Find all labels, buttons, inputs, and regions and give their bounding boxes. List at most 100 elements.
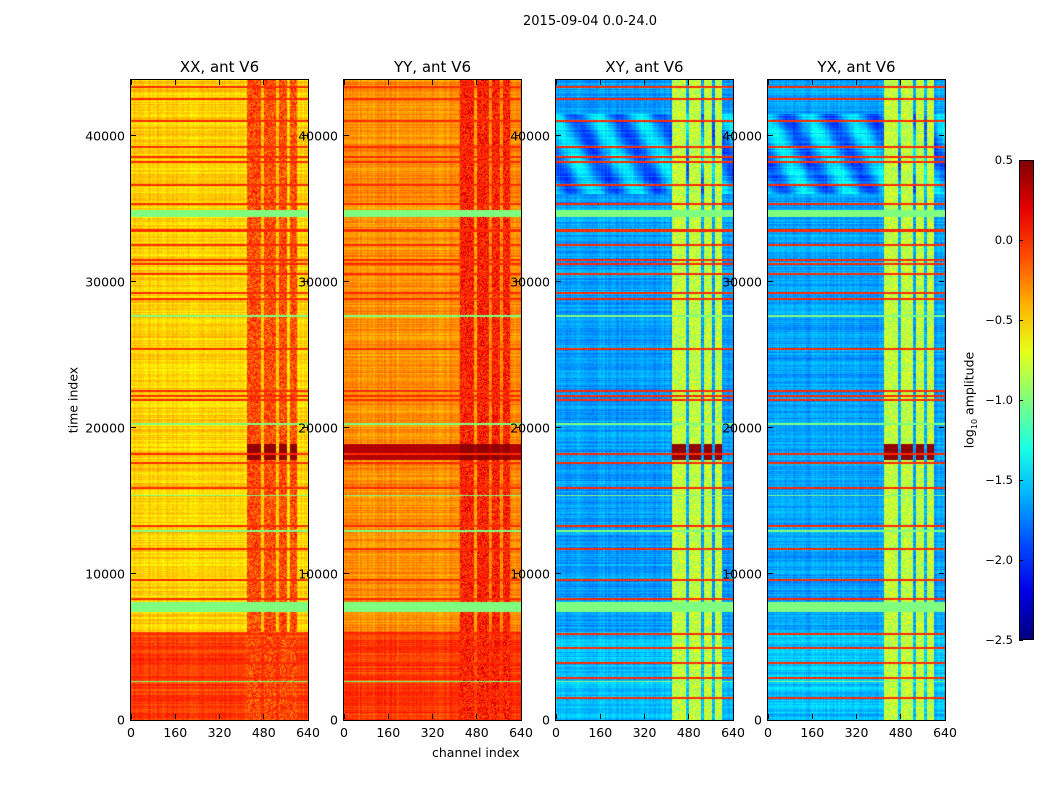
colorbar-label: log10 amplitude — [961, 352, 979, 448]
y-tick-mark — [556, 719, 561, 721]
x-tick-mark — [219, 714, 220, 719]
axes-frame — [767, 79, 946, 721]
x-tick-mark — [555, 714, 557, 719]
x-tick-mark — [856, 714, 857, 719]
y-tick-label: 30000 — [85, 274, 125, 290]
colorbar-tick-label: −2.5 — [985, 633, 1013, 647]
colorbar-tick-mark — [1019, 639, 1023, 641]
y-tick-label: 30000 — [510, 274, 550, 290]
heatmap-panel-1: YY, ant V6 0 160 320 480 640 0 10000 20000 30000 4… — [298, 58, 533, 740]
y-tick-label: 30000 — [298, 274, 338, 290]
x-tick-mark — [900, 80, 902, 85]
heatmap-image — [131, 80, 308, 720]
y-tick-label: 20000 — [85, 420, 125, 436]
x-tick-mark — [732, 714, 734, 719]
x-tick-mark — [811, 714, 813, 719]
heatmap-image — [344, 80, 521, 720]
colorbar-tick-mark — [1019, 479, 1023, 481]
y-tick-label: 0 — [117, 712, 125, 728]
y-tick-mark — [727, 573, 732, 575]
y-tick-mark — [302, 573, 307, 575]
y-tick-label: 10000 — [298, 566, 338, 582]
y-tick-label: 10000 — [722, 566, 762, 582]
x-tick-mark — [263, 714, 265, 719]
x-tick-label: 480 — [888, 725, 913, 740]
y-tick-mark — [768, 427, 773, 429]
y-tick-mark — [556, 135, 561, 137]
x-tick-mark — [432, 714, 433, 719]
panel-title: XY, ant V6 — [605, 58, 684, 76]
y-tick-mark — [131, 135, 136, 137]
x-tick-mark — [130, 714, 132, 719]
x-tick-mark — [599, 80, 601, 85]
colorbar-tick-mark — [1019, 319, 1023, 321]
colorbar-label-rest: amplitude — [961, 351, 977, 419]
x-tick-mark — [130, 80, 132, 85]
x-tick-label: 0 — [127, 725, 135, 740]
axes-frame — [343, 79, 522, 721]
x-tick-mark — [688, 714, 690, 719]
y-tick-mark — [727, 135, 732, 137]
x-tick-mark — [387, 714, 389, 719]
heatmap-image — [556, 80, 733, 720]
x-axis-label: channel index — [432, 745, 520, 760]
x-tick-label: 640 — [296, 725, 320, 740]
x-tick-mark — [644, 80, 645, 85]
x-tick-mark — [263, 80, 265, 85]
y-tick-mark — [768, 719, 773, 721]
y-tick-mark — [727, 427, 732, 429]
y-tick-mark — [768, 135, 773, 137]
x-tick-mark — [476, 80, 478, 85]
x-tick-label: 640 — [933, 725, 957, 740]
x-tick-mark — [811, 80, 813, 85]
x-tick-mark — [555, 80, 557, 85]
heatmap-panel-2: XY, ant V6 0 160 320 480 640 0 10000 20000 30000 4… — [510, 58, 745, 740]
x-tick-label: 0 — [340, 725, 348, 740]
y-axis-label: time index — [65, 366, 81, 434]
y-tick-mark — [302, 427, 307, 429]
y-tick-label: 10000 — [85, 566, 125, 582]
x-tick-label: 320 — [207, 725, 232, 740]
x-tick-label: 160 — [376, 725, 401, 740]
x-tick-label: 480 — [251, 725, 276, 740]
y-tick-mark — [768, 573, 773, 575]
y-tick-label: 20000 — [722, 420, 762, 436]
x-tick-mark — [767, 714, 769, 719]
heatmap-panel-3: YX, ant V6 0 160 320 480 640 0 10000 20000 30000 4… — [722, 58, 957, 740]
y-tick-label: 20000 — [298, 420, 338, 436]
y-tick-mark — [515, 573, 520, 575]
y-tick-label: 40000 — [298, 128, 338, 144]
x-tick-mark — [944, 80, 946, 85]
y-tick-mark — [344, 573, 349, 575]
y-tick-label: 0 — [754, 712, 762, 728]
x-tick-mark — [432, 80, 433, 85]
axes-frame — [130, 79, 309, 721]
x-tick-mark — [174, 714, 176, 719]
x-tick-label: 480 — [676, 725, 701, 740]
x-tick-mark — [387, 80, 389, 85]
y-tick-mark — [939, 281, 944, 283]
x-tick-mark — [174, 80, 176, 85]
colorbar-tick-mark — [1019, 559, 1023, 561]
y-tick-mark — [515, 135, 520, 137]
x-tick-label: 160 — [588, 725, 613, 740]
axes-frame — [555, 79, 734, 721]
x-tick-mark — [307, 714, 309, 719]
panel-title: XX, ant V6 — [179, 58, 260, 76]
x-tick-label: 480 — [464, 725, 489, 740]
heatmap-image — [768, 80, 945, 720]
x-tick-mark — [343, 714, 345, 719]
y-tick-mark — [344, 427, 349, 429]
figure-title: 2015-09-04 0.0-24.0 — [523, 14, 657, 29]
y-tick-mark — [302, 281, 307, 283]
y-tick-mark — [727, 719, 732, 721]
x-tick-label: 0 — [552, 725, 560, 740]
x-tick-label: 320 — [844, 725, 869, 740]
x-tick-mark — [644, 714, 645, 719]
x-tick-mark — [767, 80, 769, 85]
y-tick-mark — [131, 719, 136, 721]
y-tick-mark — [939, 427, 944, 429]
colorbar-tick-label: −0.5 — [985, 313, 1013, 327]
y-tick-mark — [727, 281, 732, 283]
